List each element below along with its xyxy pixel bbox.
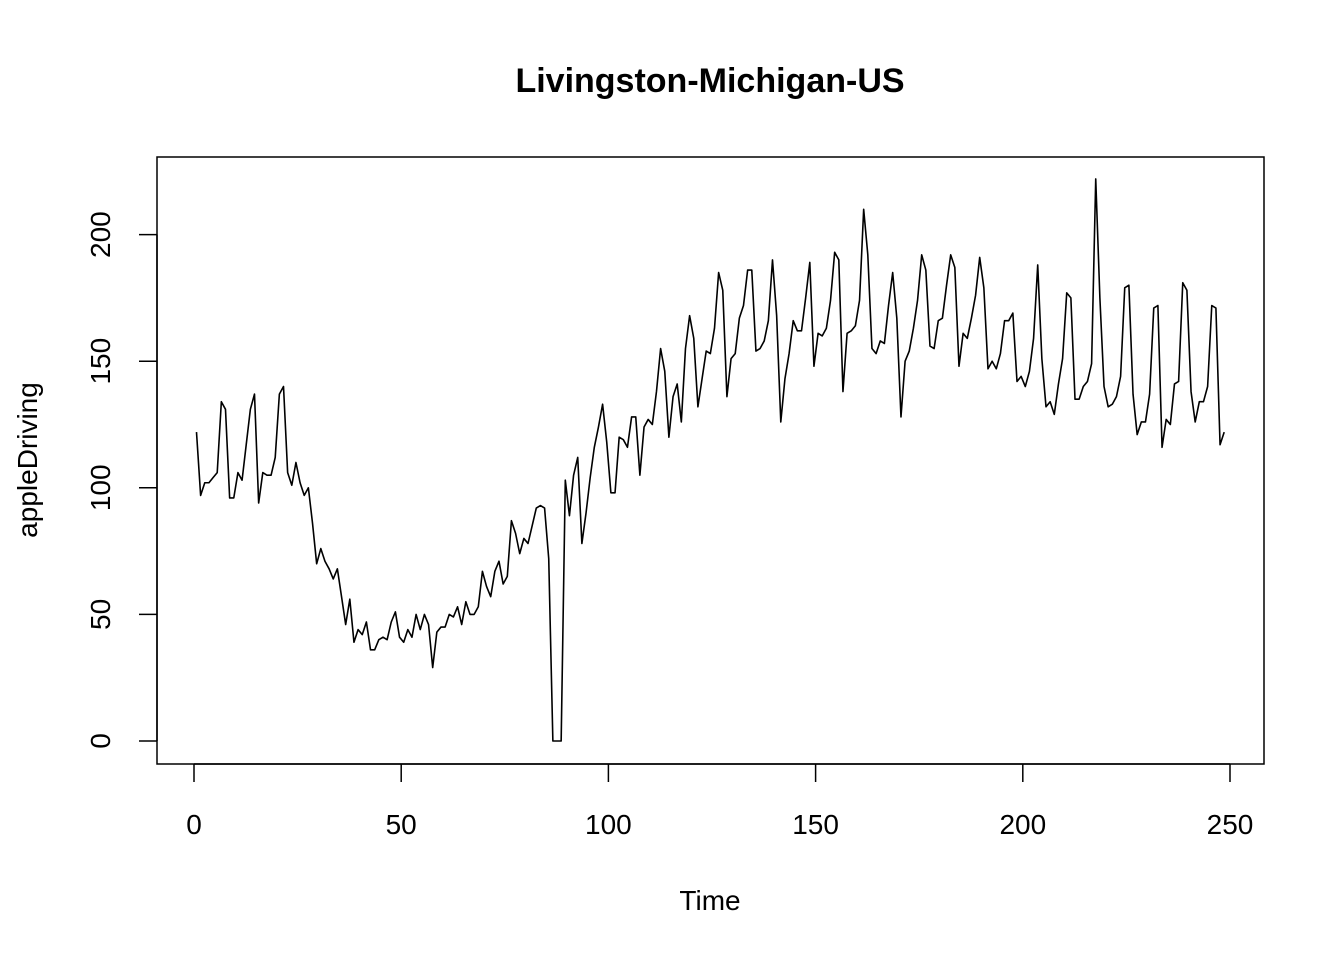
y-tick-label: 0 xyxy=(85,733,116,749)
x-axis-label: Time xyxy=(679,885,740,916)
x-tick-label: 150 xyxy=(792,809,839,840)
y-tick-label: 100 xyxy=(85,464,116,511)
x-tick-label: 200 xyxy=(999,809,1046,840)
y-tick-label: 150 xyxy=(85,338,116,385)
x-tick-label: 50 xyxy=(386,809,417,840)
x-axis: 0 50 100 150 200 250 xyxy=(186,763,1254,840)
y-tick-label: 50 xyxy=(85,599,116,630)
y-axis: 0 50 100 150 200 xyxy=(85,211,158,749)
series-line-appleDriving xyxy=(195,178,1225,742)
y-axis-label: appleDriving xyxy=(12,382,43,538)
x-tick-label: 250 xyxy=(1207,809,1254,840)
chart-title: Livingston-Michigan-US xyxy=(515,62,904,100)
x-tick-label: 0 xyxy=(186,809,202,840)
x-tick-label: 100 xyxy=(585,809,632,840)
y-tick-label: 200 xyxy=(85,211,116,258)
